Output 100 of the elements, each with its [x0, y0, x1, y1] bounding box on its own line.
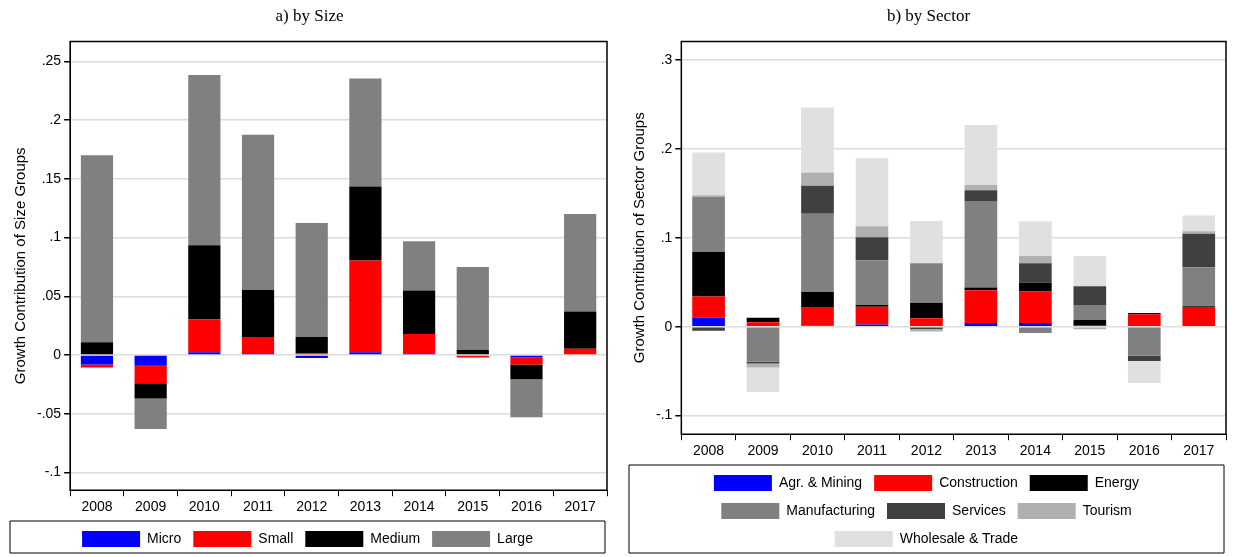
y-tick-label: -.05: [37, 404, 62, 421]
bar: [964, 323, 998, 326]
legend-label: Tourism: [1082, 501, 1132, 518]
bar: [241, 134, 275, 290]
bar: [80, 364, 114, 368]
bar: [241, 336, 275, 354]
bar: [855, 306, 889, 325]
x-tick-label: 2015: [457, 498, 489, 515]
bar: [855, 226, 889, 238]
bar: [746, 363, 780, 368]
x-tick-label: 2017: [564, 498, 596, 515]
x-tick-label: 2010: [188, 498, 221, 515]
bar: [134, 398, 167, 430]
bar: [801, 185, 834, 214]
bar: [1073, 286, 1107, 305]
bar: [1019, 291, 1052, 324]
bar: [241, 289, 275, 337]
y-tick-label: .3: [660, 50, 673, 67]
bar: [134, 355, 167, 366]
chart-title: a) by Size: [274, 6, 345, 26]
x-tick-label: 2015: [1074, 442, 1106, 459]
y-axis-title: Growth Contribution of Sector Groups: [630, 112, 648, 364]
bar: [692, 196, 725, 253]
x-tick-label: 2008: [81, 498, 113, 515]
bar: [188, 352, 221, 355]
bar: [80, 355, 114, 365]
bar: [456, 266, 489, 350]
bar: [964, 200, 998, 288]
bar: [402, 290, 436, 334]
bar: [746, 322, 780, 326]
y-tick-label: .1: [49, 228, 62, 245]
legend-label: Small: [258, 529, 294, 546]
bar: [80, 155, 114, 343]
x-tick-label: 2008: [692, 442, 725, 459]
bar: [1182, 215, 1216, 232]
bar: [349, 78, 382, 187]
legend-label: Wholesale & Trade: [899, 529, 1019, 546]
x-tick-label: 2017: [1183, 442, 1215, 459]
bar: [295, 355, 328, 359]
bar: [1182, 231, 1216, 234]
bar: [510, 357, 543, 365]
bar: [1127, 314, 1161, 326]
bar: [402, 241, 436, 291]
x-tick-label: 2011: [242, 498, 274, 515]
legend-label: Large: [497, 529, 534, 546]
x-tick-label: 2013: [965, 442, 997, 459]
bar: [910, 318, 943, 326]
legend-label: Agr. & Mining: [778, 473, 863, 490]
legend-label: Services: [952, 501, 1006, 518]
bar: [564, 214, 597, 312]
bar: [349, 352, 382, 355]
bar: [349, 186, 382, 261]
bar: [1127, 327, 1161, 356]
x-tick-label: 2013: [349, 498, 382, 515]
bar: [692, 152, 725, 196]
bar: [910, 303, 943, 319]
legend-label: Micro: [147, 529, 182, 546]
x-tick-label: 2012: [296, 498, 328, 515]
bar: [1182, 267, 1216, 307]
bar: [1073, 256, 1107, 287]
bar: [295, 222, 328, 337]
y-tick-label: 0: [664, 317, 673, 334]
bar: [692, 296, 725, 318]
bar: [746, 327, 780, 362]
bar: [188, 319, 221, 353]
bar: [510, 364, 543, 380]
x-tick-label: 2012: [910, 442, 943, 459]
bar: [746, 367, 780, 392]
x-tick-label: 2010: [801, 442, 834, 459]
bar: [1019, 256, 1052, 264]
bar: [188, 74, 221, 246]
bar: [1019, 323, 1052, 326]
legend-label: Medium: [370, 529, 421, 546]
bar: [964, 190, 998, 201]
bar: [1127, 355, 1161, 361]
y-tick-label: .2: [660, 139, 673, 156]
bar: [1182, 307, 1216, 326]
bar: [855, 158, 889, 227]
x-tick-label: 2014: [1019, 442, 1052, 459]
bar: [692, 327, 725, 331]
y-tick-label: .05: [41, 287, 62, 304]
bar: [134, 383, 167, 399]
bar: [801, 172, 834, 186]
bar: [510, 379, 543, 418]
y-axis-title: Growth Contribution of Size Groups: [11, 147, 29, 385]
y-tick-label: -.1: [44, 463, 62, 480]
x-tick-label: 2009: [747, 442, 779, 459]
bar: [801, 307, 834, 326]
bar: [1073, 320, 1107, 326]
bar: [1127, 360, 1161, 384]
bar: [1182, 233, 1216, 268]
bar: [692, 317, 725, 326]
bar: [188, 245, 221, 320]
x-tick-label: 2011: [856, 442, 888, 459]
x-tick-label: 2016: [1128, 442, 1161, 459]
bar: [692, 252, 725, 297]
chart-title: b) by Sector: [885, 6, 972, 26]
legend-label: Construction: [939, 473, 1018, 490]
bar: [80, 342, 114, 355]
bar: [402, 333, 436, 354]
